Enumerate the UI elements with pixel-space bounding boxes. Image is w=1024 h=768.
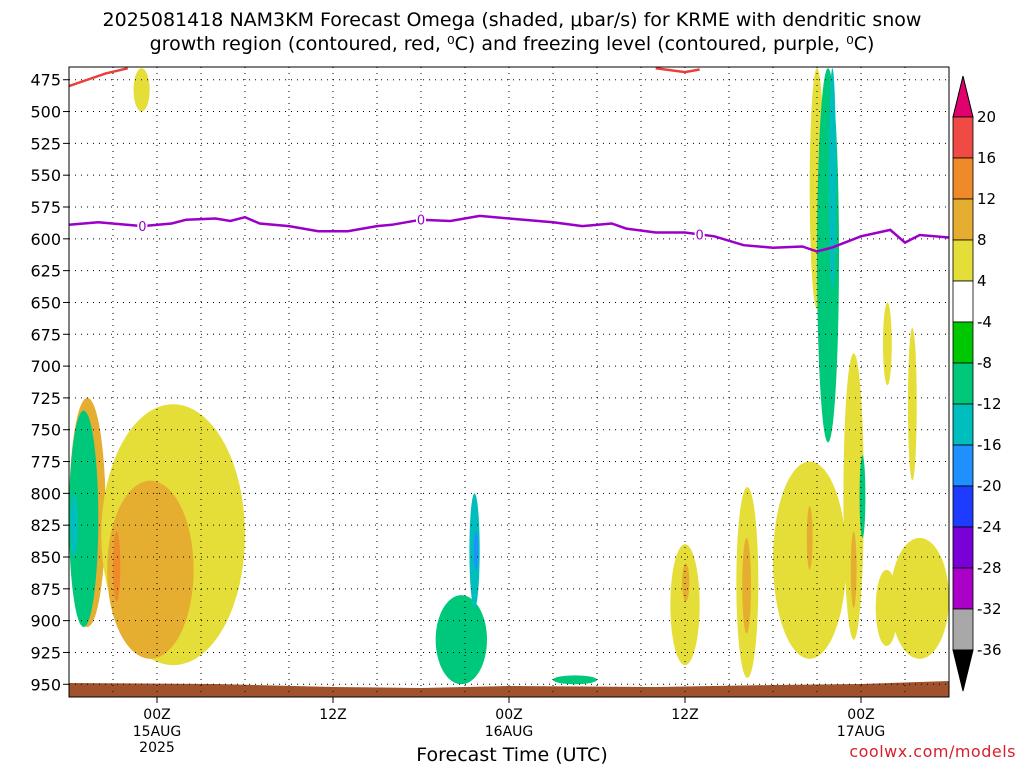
y-tick-label: 525 xyxy=(30,134,61,153)
colorbar-segment xyxy=(952,239,974,282)
colorbar-segment xyxy=(952,485,974,528)
y-tick-label: 700 xyxy=(30,357,61,376)
omega-region xyxy=(883,302,892,386)
y-tick-label: 500 xyxy=(30,103,61,122)
colorbar-segment xyxy=(952,116,974,159)
colorbar-label: -16 xyxy=(977,436,1002,454)
colorbar-label: -4 xyxy=(977,313,992,331)
freezing-level-label-bg xyxy=(137,218,148,233)
x-tick-label: 00Z xyxy=(847,707,874,723)
colorbar-label: 16 xyxy=(977,149,996,167)
x-tick-label: 12Z xyxy=(319,707,346,723)
colorbar-label: 4 xyxy=(977,272,987,290)
y-tick-label: 800 xyxy=(30,484,61,503)
colorbar-label: 12 xyxy=(977,190,996,208)
y-tick-label: 750 xyxy=(30,421,61,440)
omega-region xyxy=(682,563,690,602)
colorbar-segment xyxy=(952,321,974,364)
y-tick-label: 550 xyxy=(30,166,61,185)
colorbar-label: -36 xyxy=(977,641,1002,659)
omega-region xyxy=(850,531,857,608)
y-tick-label: 900 xyxy=(30,612,61,631)
y-axis: 475 500 525 550 575 600 625 650 675 700 725 750 775 8… xyxy=(30,71,69,694)
omega-region xyxy=(806,506,813,570)
omega-region xyxy=(473,531,479,570)
chart-title-line-1: 2025081418 NAM3KM Forecast Omega (shaded… xyxy=(102,9,922,31)
omega-region xyxy=(553,675,597,685)
y-tick-label: 625 xyxy=(30,262,61,281)
omega-region xyxy=(890,537,950,659)
y-tick-label: 650 xyxy=(30,293,61,312)
omega-region xyxy=(69,410,99,627)
x-tick-label: 00Z xyxy=(143,707,170,723)
omega-region xyxy=(742,537,751,634)
credit-link[interactable]: coolwx.com/models xyxy=(849,742,1016,761)
y-tick-label: 850 xyxy=(30,548,61,567)
x-tick-sublabel: 15AUG xyxy=(133,724,182,740)
colorbar-segment xyxy=(952,444,974,487)
terrain-layer xyxy=(69,681,949,697)
colorbar-label: -12 xyxy=(977,395,1002,413)
dgz-contour xyxy=(68,67,128,88)
x-tick-sublabel: 2025 xyxy=(139,740,175,756)
freezing-level-label: 0 xyxy=(417,214,425,229)
contour-layer: 0 0 0 xyxy=(68,67,950,253)
freezing-level-line xyxy=(68,214,950,253)
colorbar-label: 20 xyxy=(977,108,996,126)
x-tick-sublabel: 17AUG xyxy=(837,724,886,740)
colorbar: 20 16 12 8 4 -4 -8 -12 -16 -20 -24 -28 -32 -36 xyxy=(952,75,1002,692)
y-tick-label: 825 xyxy=(30,516,61,535)
freezing-level-label-bg xyxy=(694,226,705,241)
colorbar-top-triangle xyxy=(952,75,974,118)
omega-region xyxy=(70,493,78,557)
omega-region xyxy=(817,68,839,443)
freezing-level-label-bg xyxy=(416,211,426,226)
y-tick-label: 950 xyxy=(30,675,61,694)
colorbar-bottom-triangle xyxy=(952,649,974,692)
colorbar-label: -24 xyxy=(977,518,1002,536)
colorbar-label: -32 xyxy=(977,600,1002,618)
omega-region xyxy=(133,68,150,112)
y-tick-label: 675 xyxy=(30,325,61,344)
omega-region xyxy=(435,595,488,685)
omega-region xyxy=(113,531,121,602)
colorbar-label: -8 xyxy=(977,354,992,372)
colorbar-label: -28 xyxy=(977,559,1002,577)
colorbar-label: 8 xyxy=(977,231,987,249)
y-tick-label: 925 xyxy=(30,643,61,662)
x-tick-label: 00Z xyxy=(495,707,522,723)
omega-shading-layer xyxy=(69,68,950,685)
dgz-contour xyxy=(655,67,700,74)
omega-region xyxy=(859,455,866,538)
x-tick-sublabel: 16AUG xyxy=(485,724,534,740)
omega-region xyxy=(828,68,837,290)
colorbar-segment xyxy=(952,157,974,200)
omega-region xyxy=(107,480,194,659)
freezing-level-label: 0 xyxy=(138,220,146,235)
colorbar-segment xyxy=(952,362,974,405)
terrain-surface xyxy=(69,681,949,697)
x-tick-label: 12Z xyxy=(671,707,698,723)
colorbar-segment xyxy=(952,526,974,569)
y-tick-label: 575 xyxy=(30,198,61,217)
colorbar-segment xyxy=(952,567,974,610)
chart-title-line-2: growth region (contoured, red, ⁰C) and f… xyxy=(149,33,875,55)
x-axis-label: Forecast Time (UTC) xyxy=(416,744,608,766)
y-tick-label: 600 xyxy=(30,230,61,249)
colorbar-segment xyxy=(952,198,974,241)
omega-region xyxy=(670,544,700,666)
omega-region xyxy=(843,353,864,640)
y-tick-label: 725 xyxy=(30,389,61,408)
y-tick-label: 775 xyxy=(30,453,61,472)
colorbar-segment xyxy=(952,280,974,323)
y-tick-label: 875 xyxy=(30,580,61,599)
freezing-level-label: 0 xyxy=(696,228,704,243)
colorbar-segment xyxy=(952,608,974,651)
omega-region xyxy=(907,327,917,481)
colorbar-segment xyxy=(952,403,974,446)
colorbar-label: -20 xyxy=(977,477,1002,495)
y-tick-label: 475 xyxy=(30,71,61,90)
